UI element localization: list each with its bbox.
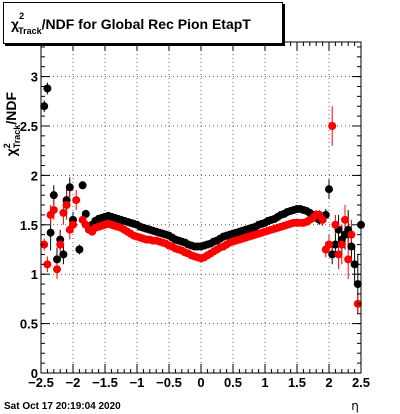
data-point — [75, 245, 84, 254]
tick-labels: −2.5 −2 −1.5 −1 −0.5 0 0.5 1 1.5 2 2.5 0 0.5 1 1.5 2 2.5… — [20, 70, 370, 390]
timestamp-label: Sat Oct 17 20:19:04 2020 — [4, 401, 121, 412]
data-point — [331, 220, 340, 229]
grid-lines — [41, 42, 361, 373]
data-point — [46, 228, 55, 237]
x-tick-label: 1 — [261, 375, 268, 390]
data-point — [350, 260, 359, 269]
data-point — [325, 185, 333, 194]
data-points — [40, 84, 365, 308]
x-tick-label: −1.5 — [92, 375, 118, 390]
y-tick-label: 2 — [31, 168, 38, 183]
svg-text:χ2Track/NDF for Global Rec Pio: χ2 Track/NDF for Global Rec Pion EtapT — [11, 11, 251, 36]
y-tick-label: 2.5 — [20, 119, 38, 134]
y-tick-label: 1 — [31, 267, 38, 282]
y-tick-label: 0.5 — [20, 317, 38, 332]
x-axis-title: η — [351, 399, 359, 413]
data-point — [65, 183, 74, 192]
data-point — [328, 121, 337, 130]
data-point — [43, 260, 52, 269]
x-tick-label: −1 — [130, 375, 145, 390]
data-point — [347, 242, 356, 251]
data-point — [334, 250, 343, 259]
axis-ticks — [40, 42, 362, 374]
x-tick-label: 0 — [197, 375, 204, 390]
data-point — [81, 209, 90, 218]
data-point — [344, 255, 353, 264]
x-tick-label: 0.5 — [224, 375, 242, 390]
data-point — [341, 215, 349, 224]
data-point — [56, 240, 65, 249]
data-point — [62, 201, 71, 210]
data-point — [49, 191, 58, 200]
x-tick-label: −2 — [66, 375, 81, 390]
data-point — [43, 84, 52, 93]
x-tick-label: −2.5 — [28, 375, 54, 390]
data-point — [69, 220, 77, 229]
y-axis-title: χ2Track/NDF — [2, 92, 22, 157]
data-point — [49, 205, 58, 214]
data-point — [59, 208, 68, 217]
x-tick-label: 2 — [325, 375, 332, 390]
x-tick-label: 1.5 — [288, 375, 306, 390]
data-point — [325, 240, 333, 249]
y-tick-label: 0 — [31, 366, 38, 381]
data-point — [318, 215, 327, 224]
chart-title-box: χ2 Track/NDF for Global Rec Pion EtapT — [3, 2, 283, 44]
data-point — [53, 255, 61, 264]
data-point — [59, 250, 68, 259]
x-tick-label: 2.5 — [352, 375, 370, 390]
y-tick-label: 1.5 — [20, 218, 38, 233]
data-point — [72, 196, 81, 205]
data-point — [328, 250, 337, 259]
data-point — [53, 265, 61, 274]
data-point — [347, 230, 356, 239]
x-tick-label: −0.5 — [156, 375, 182, 390]
chart-title: χ2 Track/NDF for Global Rec Pion EtapT — [11, 11, 251, 36]
error-bars — [43, 82, 362, 314]
y-tick-label: 3 — [31, 70, 38, 85]
data-point — [337, 240, 346, 249]
data-point — [331, 240, 340, 249]
data-point — [78, 181, 87, 190]
